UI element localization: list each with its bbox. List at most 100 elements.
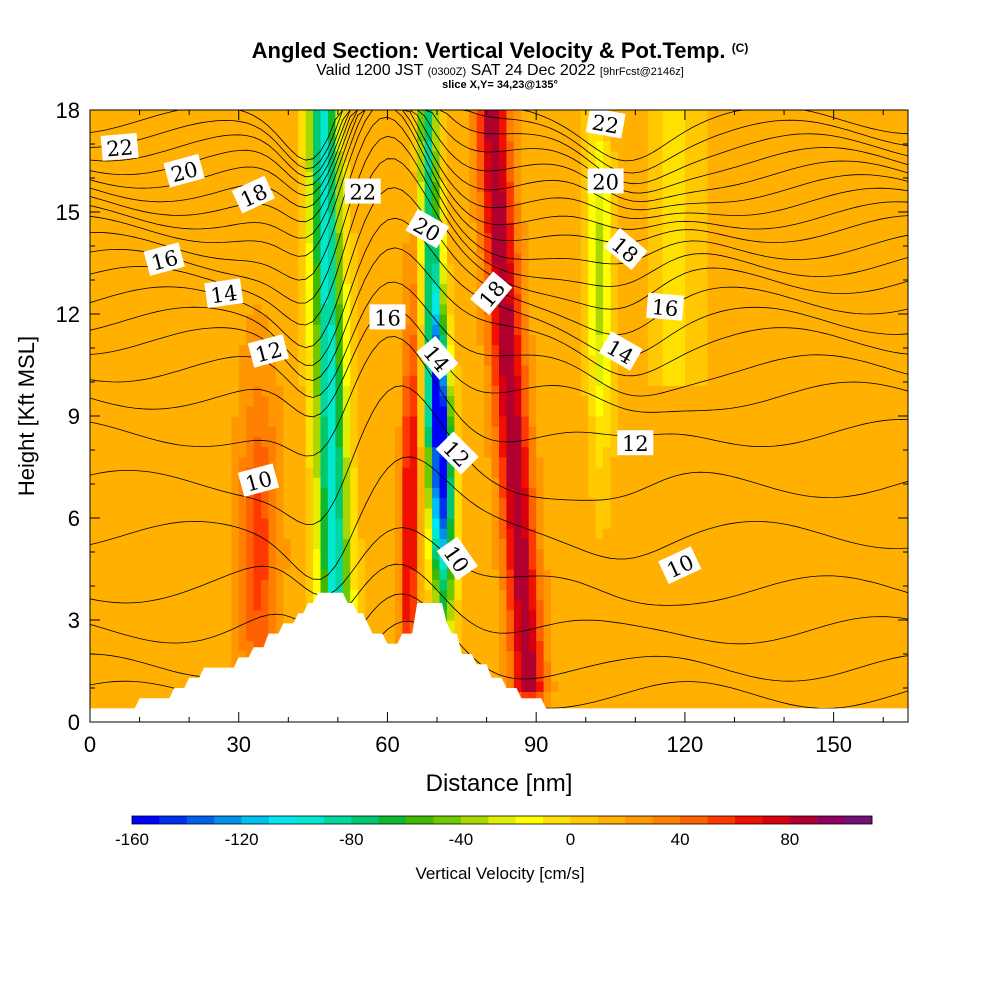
velocity-cell [104,558,113,570]
velocity-cell [662,120,671,131]
velocity-cell [551,589,560,601]
velocity-cell [521,150,530,162]
velocity-cell [90,273,99,284]
velocity-cell [194,232,203,244]
velocity-cell [625,181,634,193]
velocity-cell [365,212,374,223]
velocity-cell [142,273,151,284]
velocity-cell [142,660,151,672]
velocity-cell [662,446,671,458]
velocity-cell [491,354,500,366]
velocity-cell [617,467,627,478]
velocity-cell [573,252,582,264]
velocity-cell [692,416,701,427]
velocity-cell [580,375,589,386]
velocity-cell [275,528,284,539]
velocity-cell [424,365,433,376]
velocity-cell [119,354,128,366]
velocity-cell [699,538,708,550]
velocity-cell [327,201,336,213]
velocity-cell [156,650,165,662]
velocity-cell [275,497,284,509]
velocity-cell [320,579,329,590]
velocity-cell [387,120,396,131]
velocity-cell [565,344,574,356]
velocity-cell [424,487,433,499]
velocity-cell [171,436,180,448]
velocity-cell [342,171,351,182]
velocity-cell [409,477,418,488]
velocity-cell [402,201,411,213]
velocity-cell [372,477,381,488]
velocity-cell [655,344,664,356]
velocity-cell [655,497,664,509]
velocity-cell [655,242,664,254]
velocity-cell [179,201,188,213]
velocity-cell [372,212,381,223]
velocity-cell [290,375,299,386]
velocity-cell [97,507,106,519]
velocity-cell [97,283,106,295]
velocity-cell [357,201,366,213]
velocity-cell [246,171,255,182]
velocity-cell [327,354,336,366]
velocity-cell [491,416,500,427]
velocity-cell [491,426,500,437]
velocity-cell [179,252,188,264]
velocity-cell [677,426,686,437]
velocity-cell [290,252,299,264]
velocity-cell [461,344,470,356]
velocity-cell [231,273,240,284]
velocity-cell [499,375,508,386]
velocity-cell [625,507,634,519]
velocity-cell [127,518,136,529]
velocity-cell [491,201,500,213]
velocity-cell [565,589,574,601]
velocity-cell [625,497,634,509]
velocity-cell [179,212,188,223]
velocity-cell [380,446,389,458]
velocity-cell [551,671,560,682]
velocity-cell [327,344,336,356]
velocity-cell [186,405,195,417]
velocity-cell [484,354,493,366]
velocity-cell [313,405,322,417]
velocity-cell [261,620,270,631]
velocity-cell [305,518,314,529]
velocity-cell [588,681,597,692]
velocity-cell [617,303,627,315]
velocity-cell [127,589,136,601]
velocity-cell [380,487,389,499]
velocity-cell [238,640,247,652]
velocity-cell [565,620,574,631]
velocity-cell [617,385,627,397]
velocity-cell [127,273,136,284]
velocity-cell [223,640,232,652]
velocity-cell [499,497,508,509]
velocity-cell [357,426,366,437]
velocity-cell [380,252,389,264]
velocity-cell [409,110,418,121]
velocity-cell [610,599,619,611]
velocity-cell [551,242,560,254]
velocity-cell [387,620,396,631]
velocity-cell [208,507,218,519]
velocity-cell [134,487,143,499]
velocity-cell [119,222,128,233]
velocity-cell [655,324,664,335]
velocity-cell [476,640,485,652]
velocity-cell [380,181,389,193]
velocity-cell [499,140,508,152]
velocity-cell [573,161,582,172]
velocity-cell [171,416,180,427]
velocity-cell [491,599,500,611]
velocity-cell [528,467,537,478]
velocity-cell [275,477,284,488]
velocity-cell [387,191,396,203]
velocity-cell [90,609,99,621]
velocity-cell [387,456,396,468]
velocity-cell [149,477,158,488]
velocity-cell [394,252,403,264]
velocity-cell [253,252,262,264]
velocity-cell [171,681,180,692]
